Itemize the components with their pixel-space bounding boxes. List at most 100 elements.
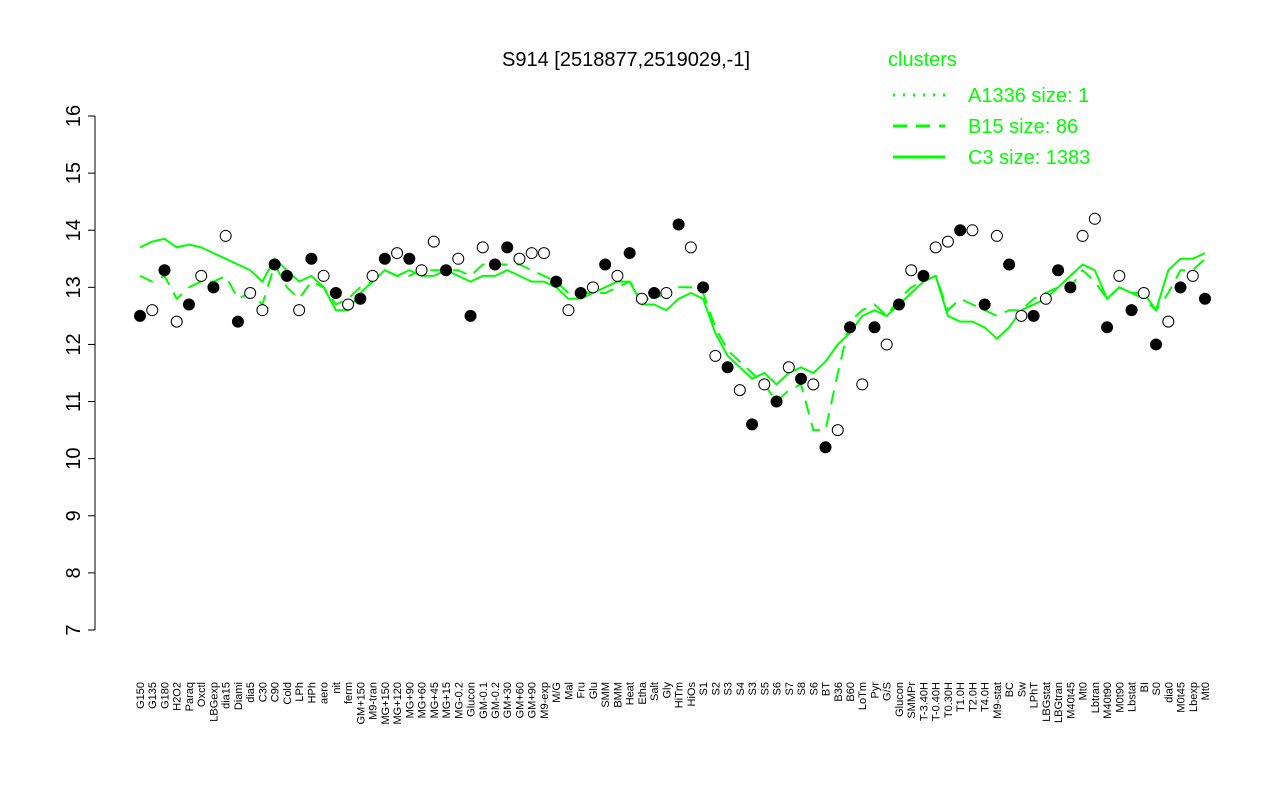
data-point xyxy=(342,298,355,311)
x-tick-label: M0t45 xyxy=(1176,682,1188,713)
data-point xyxy=(268,258,281,271)
data-point xyxy=(1150,338,1163,351)
x-tick-label: S3 xyxy=(747,682,759,695)
x-tick-label: MG+60 xyxy=(417,682,429,718)
data-point xyxy=(195,269,208,282)
x-tick-label: M/G xyxy=(551,682,563,703)
x-tick-label: Cold xyxy=(282,682,294,705)
data-point xyxy=(623,247,636,260)
x-tick-label: Glucon xyxy=(894,682,906,717)
x-tick-label: ferm xyxy=(343,682,355,704)
x-tick-label: MG+45 xyxy=(429,682,441,718)
data-point xyxy=(954,224,967,237)
x-tick-label: LoTm xyxy=(857,682,869,710)
x-tick-label: Gly xyxy=(661,682,673,699)
x-tick-label: HiOs xyxy=(686,682,698,707)
x-tick-label: LPhT xyxy=(1029,682,1041,709)
data-point xyxy=(378,252,391,265)
x-tick-label: M0t90 xyxy=(1114,682,1126,713)
x-tick-label: G150 xyxy=(135,682,147,709)
x-tick-label: GM+30 xyxy=(502,682,514,718)
data-point xyxy=(1076,229,1089,242)
x-tick-label: G135 xyxy=(147,682,159,709)
data-point xyxy=(1064,281,1077,294)
legend-label: B15 size: 86 xyxy=(968,116,1078,138)
x-tick-label: T1.0H xyxy=(955,682,967,712)
data-point xyxy=(599,258,612,271)
data-point xyxy=(537,247,550,260)
x-tick-label: MG+90 xyxy=(404,682,416,718)
data-point xyxy=(831,424,844,437)
x-tick-label: HiTm xyxy=(674,682,686,708)
x-tick-label: MG+15 xyxy=(441,682,453,718)
legend-title: clusters xyxy=(888,49,957,71)
x-tick-label: S5 xyxy=(759,682,771,695)
data-point xyxy=(501,241,514,254)
data-point xyxy=(329,287,342,300)
x-tick-label: dia0 xyxy=(1163,682,1175,703)
x-tick-label: MG-0.2 xyxy=(453,682,465,719)
data-point xyxy=(770,395,783,408)
data-point xyxy=(868,321,881,334)
x-tick-label: dia15 xyxy=(221,682,233,709)
y-tick-label: 13 xyxy=(63,276,85,298)
x-tick-label: dia5 xyxy=(245,682,257,703)
data-point xyxy=(697,281,710,294)
data-point xyxy=(170,315,183,328)
x-tick-label: GM-0.1 xyxy=(478,682,490,719)
data-point xyxy=(403,252,416,265)
x-tick-label: S3 xyxy=(723,682,735,695)
x-tick-label: S0 xyxy=(1151,682,1163,695)
data-point xyxy=(391,247,404,260)
x-tick-label: G180 xyxy=(159,682,171,709)
data-point xyxy=(219,229,232,242)
data-point xyxy=(489,258,501,271)
data-point xyxy=(635,292,648,305)
x-tick-label: Lbtran xyxy=(1090,682,1102,713)
data-point xyxy=(990,229,1003,242)
y-tick-label: 14 xyxy=(63,219,85,241)
data-point xyxy=(1088,212,1101,225)
data-point xyxy=(929,241,942,254)
x-tick-label: SMMPr xyxy=(906,682,918,719)
data-point xyxy=(244,287,257,300)
x-tick-label: SMM xyxy=(600,682,612,708)
data-point xyxy=(807,378,820,391)
x-tick-label: C30 xyxy=(257,682,269,702)
x-tick-label: Pyr xyxy=(869,682,881,699)
data-point xyxy=(305,252,318,265)
x-tick-label: S4 xyxy=(735,682,747,695)
x-tick-label: T4.0H xyxy=(980,682,992,712)
x-tick-label: Diami xyxy=(233,682,245,710)
x-tick-label: Lbexp xyxy=(1188,682,1200,712)
data-point xyxy=(795,372,808,385)
y-tick-label: 10 xyxy=(63,448,85,470)
x-tick-label: T2.0H xyxy=(967,682,979,712)
data-point xyxy=(317,269,330,282)
data-point xyxy=(684,241,697,254)
x-tick-label: LBGstat xyxy=(1041,682,1053,722)
x-tick-label: nit xyxy=(331,682,343,694)
data-point xyxy=(440,264,453,277)
data-point xyxy=(562,304,575,317)
x-tick-label: M40t90 xyxy=(1102,682,1114,719)
x-tick-label: S1 xyxy=(698,682,710,695)
data-point xyxy=(231,315,244,328)
x-tick-label: Fru xyxy=(576,682,588,699)
x-tick-label: Lbstat xyxy=(1127,682,1139,712)
data-point xyxy=(1015,309,1028,322)
data-point xyxy=(660,287,673,300)
x-tick-label: S6 xyxy=(808,682,820,695)
data-point xyxy=(366,269,379,282)
data-point xyxy=(856,378,869,391)
x-tick-label: M9-exp xyxy=(539,682,551,719)
y-tick-label: 8 xyxy=(63,567,85,578)
data-point xyxy=(1174,281,1187,294)
data-point xyxy=(648,287,661,300)
data-point xyxy=(1137,287,1150,300)
x-tick-label: Mal xyxy=(563,682,575,700)
data-point xyxy=(513,252,526,265)
x-tick-label: MG+120 xyxy=(392,682,404,725)
data-point xyxy=(782,361,795,374)
